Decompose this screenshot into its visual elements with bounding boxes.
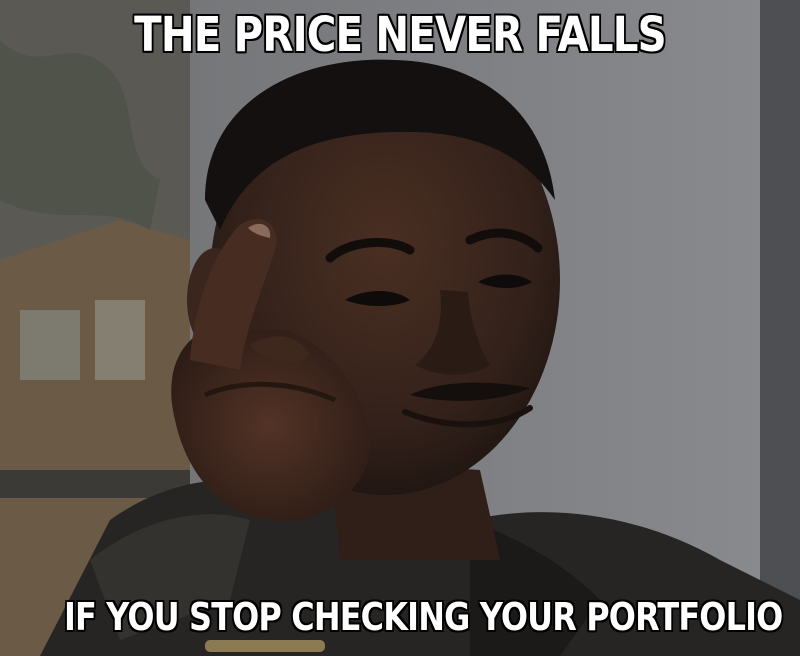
smirk — [402, 405, 533, 428]
collar — [470, 520, 600, 656]
hand — [171, 330, 371, 522]
top-caption: THE PRICE NEVER FALLS — [134, 7, 666, 63]
jacket-highlight — [90, 514, 250, 640]
index-finger — [190, 219, 277, 370]
moustache — [410, 382, 530, 401]
left-eye — [345, 291, 410, 306]
hair — [205, 59, 555, 230]
reflected-window-1 — [20, 310, 80, 380]
background-edge — [760, 0, 800, 656]
bottom-caption: IF YOU STOP CHECKING YOUR PORTFOLIO — [64, 595, 783, 639]
right-eyebrow — [465, 228, 543, 253]
bracelet — [205, 640, 325, 652]
reflected-ledge — [0, 470, 190, 498]
nose — [415, 290, 490, 375]
left-eyebrow — [325, 237, 415, 263]
knuckles — [204, 381, 337, 403]
reflected-window-2 — [95, 300, 145, 380]
reflected-tree — [0, 40, 160, 230]
fingertip-nail — [248, 223, 271, 238]
right-eye — [478, 274, 532, 288]
thumb — [250, 336, 310, 363]
